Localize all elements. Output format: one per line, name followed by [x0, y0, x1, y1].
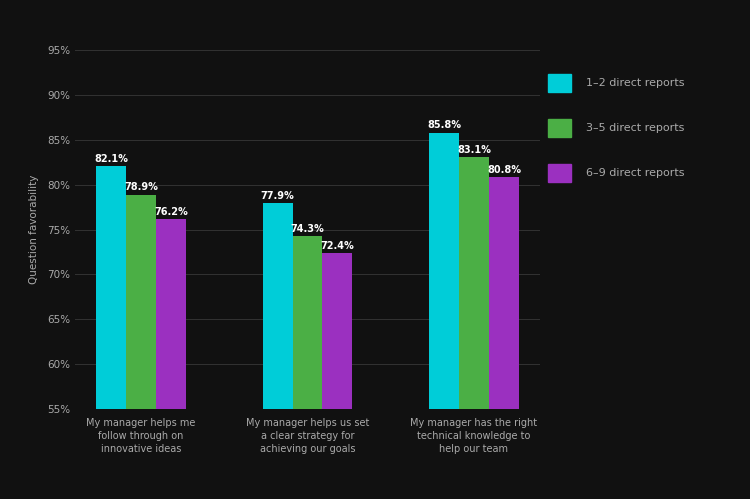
Bar: [292, 236, 322, 499]
Text: 85.8%: 85.8%: [427, 120, 461, 130]
Text: 80.8%: 80.8%: [487, 165, 521, 175]
Bar: [262, 204, 292, 499]
Bar: [96, 166, 126, 499]
Text: 83.1%: 83.1%: [457, 145, 490, 155]
Bar: [548, 164, 571, 182]
Text: 72.4%: 72.4%: [320, 241, 354, 250]
Text: 82.1%: 82.1%: [94, 154, 128, 164]
Bar: [548, 119, 571, 137]
Text: 1–2 direct reports: 1–2 direct reports: [586, 78, 685, 88]
Text: 76.2%: 76.2%: [154, 207, 188, 217]
Bar: [548, 74, 571, 92]
Text: 6–9 direct reports: 6–9 direct reports: [586, 168, 685, 178]
Bar: [429, 133, 459, 499]
Text: 74.3%: 74.3%: [291, 224, 324, 234]
Bar: [126, 195, 156, 499]
Bar: [489, 178, 519, 499]
Text: 78.9%: 78.9%: [124, 182, 158, 192]
Bar: [459, 157, 489, 499]
Text: 3–5 direct reports: 3–5 direct reports: [586, 123, 685, 133]
Bar: [322, 253, 352, 499]
Y-axis label: Question favorability: Question favorability: [28, 175, 39, 284]
Bar: [156, 219, 186, 499]
Text: 77.9%: 77.9%: [261, 191, 295, 201]
